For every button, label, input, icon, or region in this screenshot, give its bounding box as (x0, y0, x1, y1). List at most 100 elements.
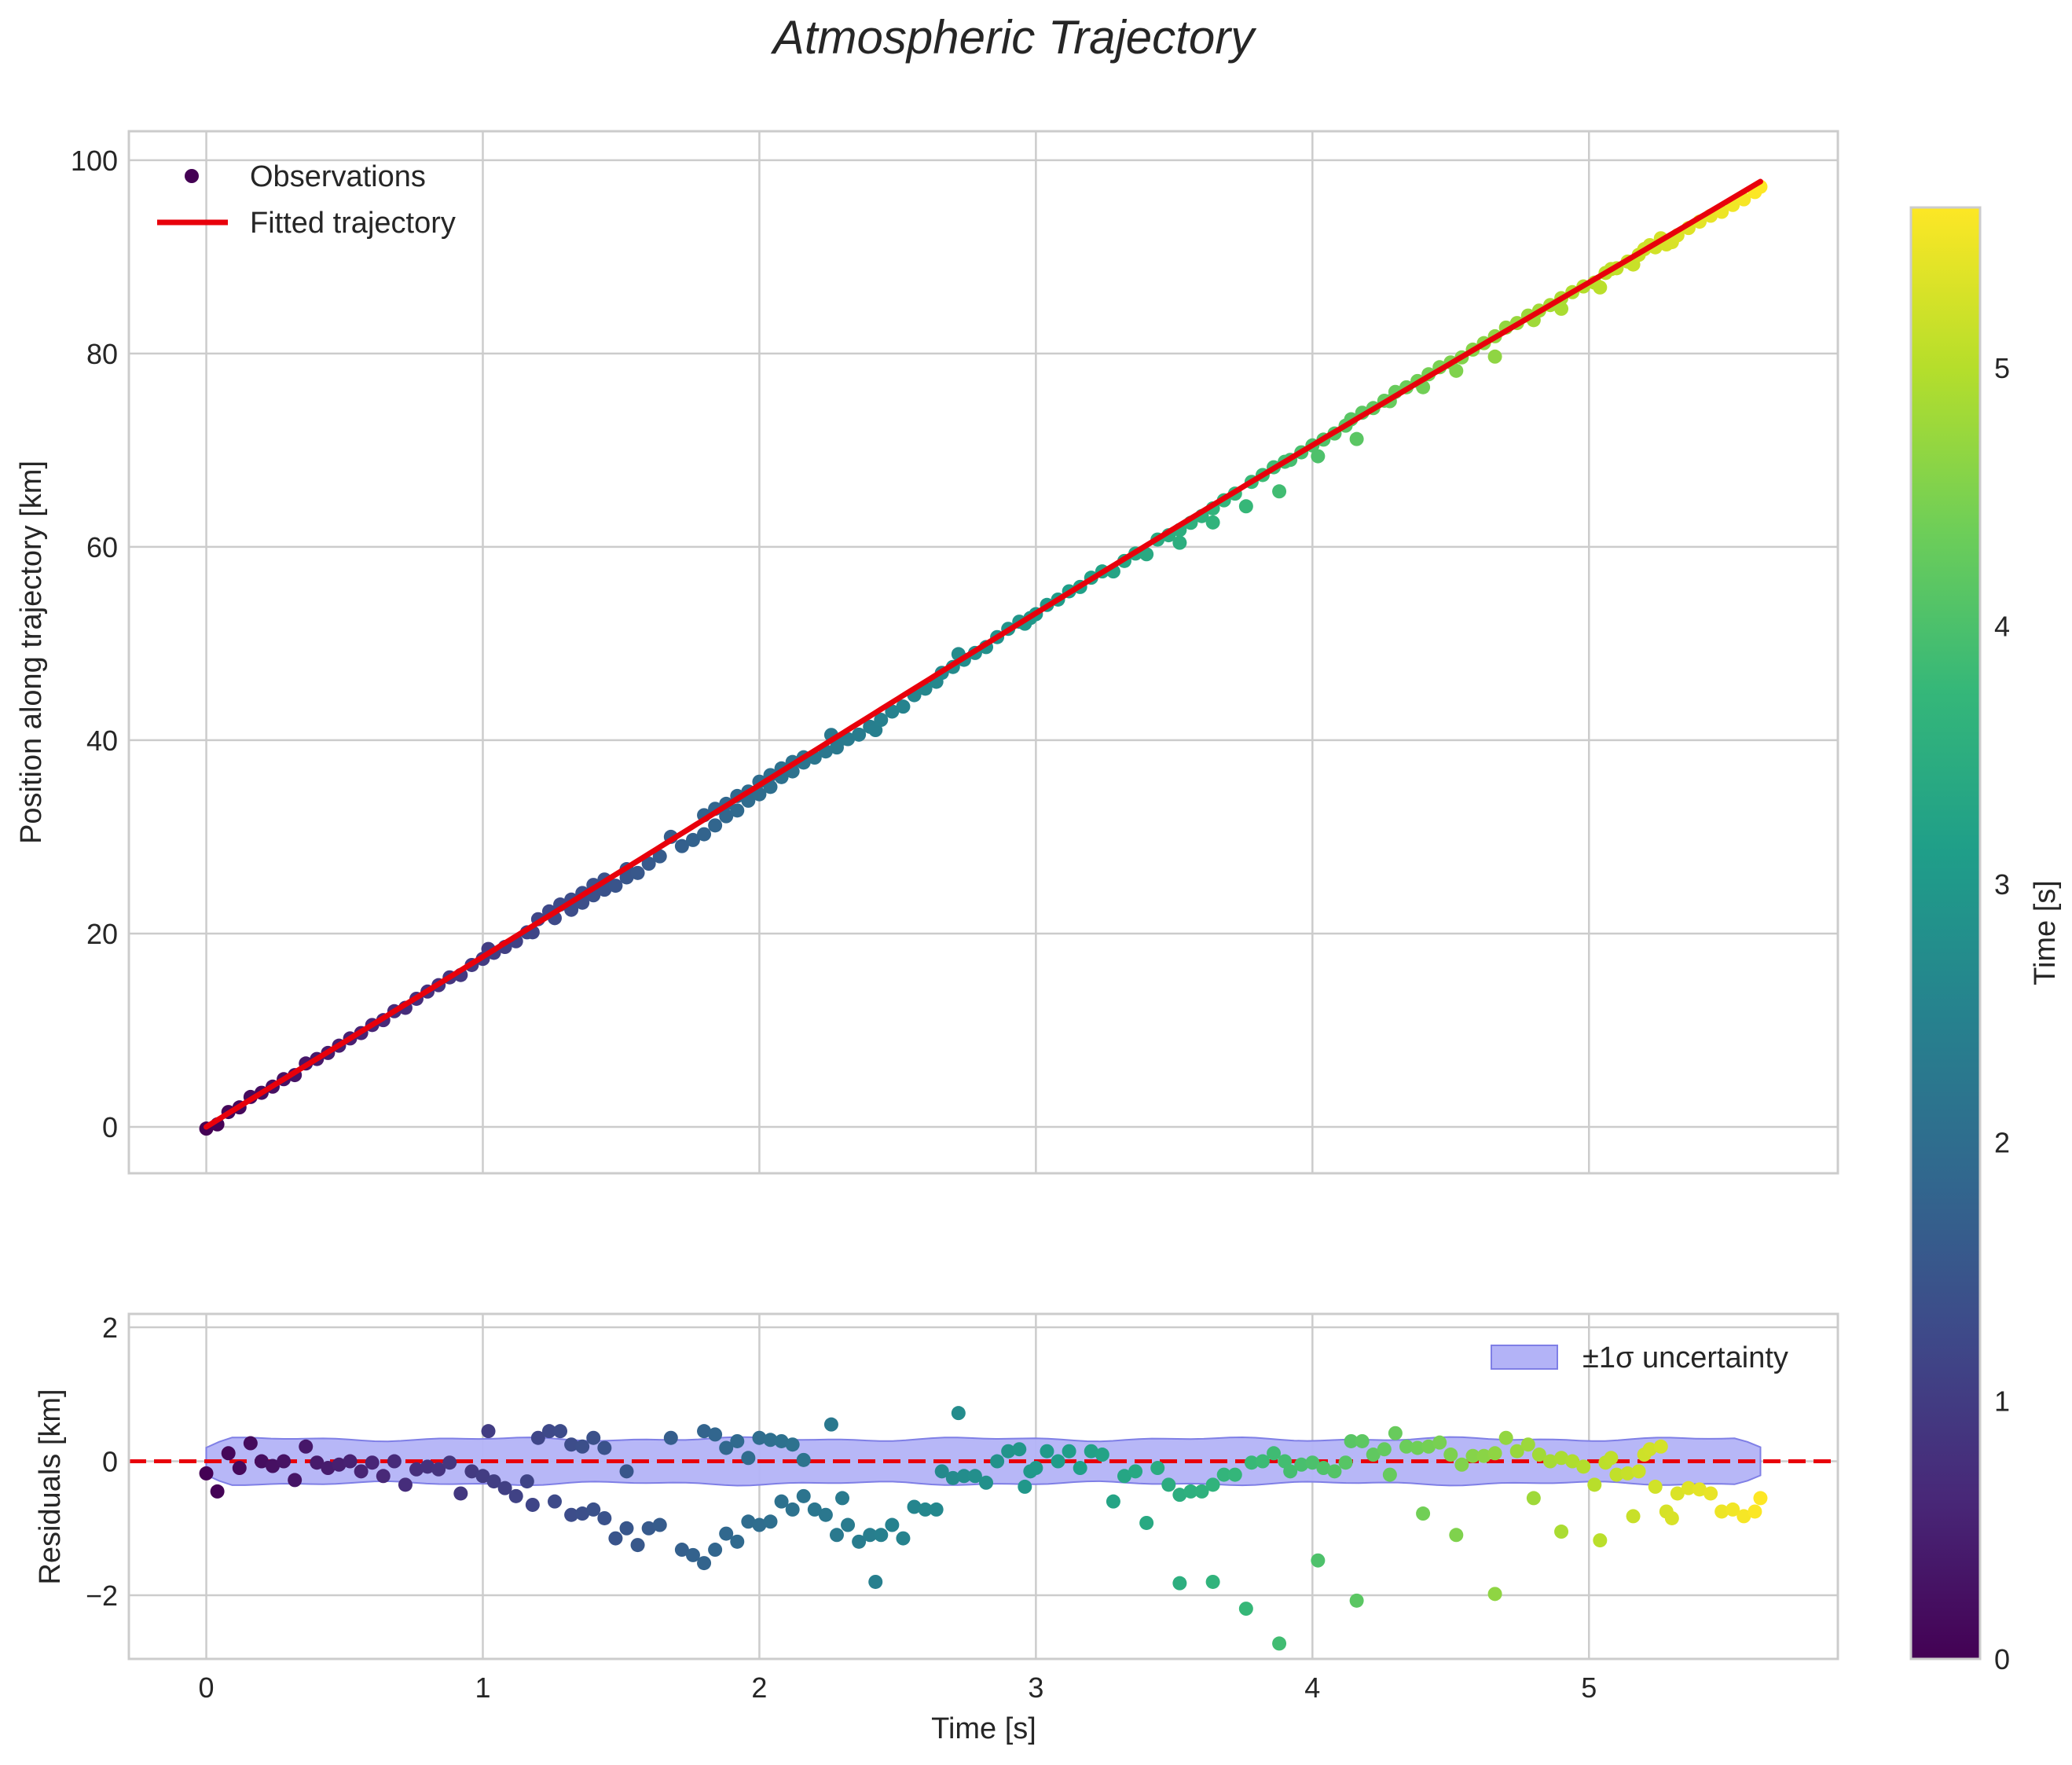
residuals-legend: ±1σ uncertainty (1491, 1341, 1788, 1374)
residual-point (652, 1517, 667, 1532)
residual-point (1747, 1504, 1762, 1519)
residual-point (1642, 1442, 1657, 1457)
residual-point (1161, 1477, 1176, 1492)
colorbar-tick-label: 1 (1994, 1385, 2010, 1417)
residuals-y-axis-label: Residuals [km] (34, 1389, 67, 1584)
residual-point (774, 1433, 789, 1448)
residual-point (486, 1474, 501, 1489)
residual-point (1018, 1479, 1032, 1494)
residual-point (796, 1488, 811, 1503)
residual-point (1465, 1448, 1480, 1463)
observation-point (630, 865, 645, 880)
x-axis-label: Time [s] (931, 1712, 1036, 1745)
residual-point (1183, 1484, 1198, 1499)
residual-point (1344, 1433, 1359, 1448)
residual-point (1449, 1528, 1464, 1543)
residual-point (1366, 1448, 1381, 1462)
residual-point (907, 1499, 922, 1514)
residual-point (541, 1424, 556, 1439)
residual-point (210, 1484, 225, 1499)
residual-point (1703, 1486, 1718, 1501)
residual-point (530, 1430, 545, 1445)
x-tick-label: 5 (1581, 1671, 1597, 1704)
main-y-axis-label: Position along trajectory [km] (15, 461, 48, 844)
legend-observations-label: Observations (250, 160, 426, 193)
residual-point (1095, 1448, 1109, 1462)
residual-point (979, 1475, 994, 1490)
x-tick-label: 2 (751, 1671, 767, 1704)
residual-point (852, 1534, 867, 1549)
residual-point (697, 1424, 712, 1439)
residual-point (1399, 1439, 1414, 1454)
residual-point (1238, 1602, 1253, 1616)
residual-point (1736, 1509, 1751, 1524)
residual-point (431, 1462, 446, 1477)
residual-point (1338, 1455, 1353, 1470)
residual-point (1593, 1533, 1608, 1548)
residual-point (1316, 1461, 1331, 1476)
residual-point (1194, 1484, 1209, 1499)
observation-point (652, 849, 667, 864)
residual-point (564, 1437, 579, 1452)
x-tick-label: 3 (1028, 1671, 1043, 1704)
residual-point (409, 1462, 424, 1477)
residual-point (525, 1497, 540, 1512)
residual-point (608, 1531, 623, 1546)
legend-band-label: ±1σ uncertainty (1582, 1341, 1788, 1374)
residual-point (1051, 1454, 1065, 1469)
residual-point (586, 1502, 601, 1517)
residual-point (1377, 1442, 1392, 1457)
residual-point (1205, 1574, 1220, 1589)
residual-point (868, 1574, 883, 1589)
residual-point (1576, 1459, 1591, 1474)
observation-point (1554, 301, 1569, 316)
residual-point (1410, 1440, 1425, 1455)
observation-point (885, 704, 900, 719)
residual-point (365, 1455, 380, 1470)
residual-point (818, 1507, 833, 1522)
residual-point (453, 1486, 468, 1501)
residual-point (1714, 1504, 1729, 1519)
residual-point (1454, 1457, 1469, 1472)
chart-title: Atmospheric Trajectory (771, 11, 1257, 64)
residual-point (1631, 1464, 1646, 1479)
residual-point (547, 1494, 562, 1509)
residual-point (641, 1521, 656, 1536)
residual-point (1117, 1469, 1131, 1484)
observation-point (1205, 515, 1220, 530)
main-y-tick-label: 60 (86, 531, 118, 563)
residuals-y-tick-labels: −2 0 2 (86, 1312, 118, 1612)
residual-point (1609, 1467, 1624, 1482)
residual-point (1305, 1455, 1320, 1470)
residual-point (497, 1481, 512, 1495)
residual-point (1487, 1446, 1502, 1461)
residual-point (874, 1528, 889, 1543)
residual-point (785, 1437, 800, 1452)
residual-point (663, 1430, 678, 1445)
residual-point (1040, 1444, 1054, 1459)
residual-point (730, 1534, 745, 1549)
residual-point (1565, 1454, 1580, 1469)
residual-point (1620, 1466, 1635, 1481)
residual-point (288, 1473, 303, 1488)
residual-point (863, 1528, 878, 1543)
colorbar-tick-label: 5 (1994, 352, 2010, 384)
observation-point (1593, 280, 1608, 295)
residual-point (564, 1507, 579, 1522)
legend-band-swatch (1491, 1345, 1558, 1370)
residual-point (685, 1547, 700, 1562)
colorbar-tick-label: 3 (1994, 868, 2010, 901)
residual-point (508, 1488, 523, 1503)
residual-point (398, 1477, 413, 1492)
residual-point (1692, 1482, 1707, 1497)
main-y-tick-label: 100 (71, 145, 118, 177)
residual-point (1681, 1481, 1696, 1495)
observation-point (1349, 431, 1364, 446)
residual-point (741, 1451, 756, 1466)
residuals-y-tick-label: 2 (102, 1312, 118, 1344)
residual-point (277, 1454, 292, 1469)
residual-point (719, 1526, 734, 1541)
residual-point (730, 1433, 745, 1448)
residual-point (1012, 1442, 1027, 1457)
